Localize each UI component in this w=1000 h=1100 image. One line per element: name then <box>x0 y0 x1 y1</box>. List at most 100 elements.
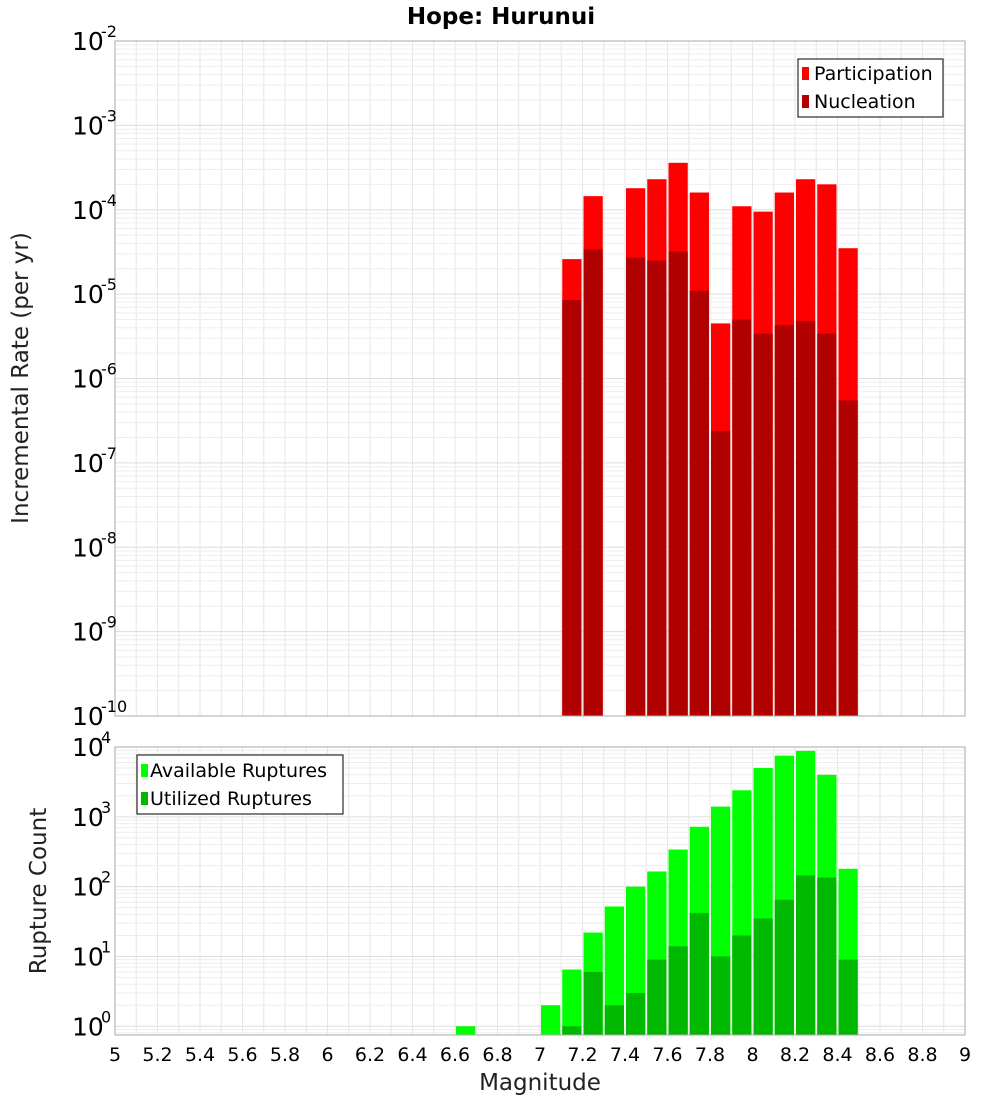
top-y-tick-exponent: -5 <box>101 275 117 294</box>
bottom-y-tick-label: 10 <box>72 1012 104 1041</box>
x-tick-label: 6.6 <box>440 1044 470 1066</box>
bottom-bar-series2 <box>689 912 709 1035</box>
x-tick-label: 6.2 <box>355 1044 385 1066</box>
x-tick-label: 8.4 <box>822 1044 852 1066</box>
bottom-bar-series2 <box>774 899 794 1035</box>
bottom-bar-series2 <box>817 877 837 1035</box>
x-tick-label: 7.4 <box>610 1044 640 1066</box>
top-y-axis-label: Incremental Rate (per yr) <box>8 232 34 524</box>
x-tick-label: 5.8 <box>270 1044 300 1066</box>
x-tick-label: 9 <box>959 1044 971 1066</box>
bottom-bar-series2 <box>668 946 688 1035</box>
top-bar-series2 <box>774 325 794 716</box>
bottom-y-tick-label: 10 <box>72 803 104 832</box>
top-y-tick-label: 10 <box>72 618 104 647</box>
top-bar-series2 <box>583 249 603 716</box>
bottom-y-tick-label: 10 <box>72 873 104 902</box>
legend-swatch-nucleation <box>802 95 809 108</box>
x-tick-label: 5.6 <box>227 1044 257 1066</box>
bottom-bar-series2 <box>583 971 603 1035</box>
x-tick-label: 7.2 <box>567 1044 597 1066</box>
top-y-tick-exponent: -7 <box>101 444 117 463</box>
top-y-tick-label: 10 <box>72 280 104 309</box>
legend-swatch-utilized <box>141 792 148 805</box>
bottom-bar-series1 <box>562 969 582 1035</box>
bottom-bar-series2 <box>711 956 731 1035</box>
top-y-tick-label: 10 <box>72 365 104 394</box>
top-bar-series2 <box>668 251 688 716</box>
top-y-tick-exponent: -3 <box>101 106 117 125</box>
top-bar-series2 <box>626 257 646 716</box>
legend-label-participation: Participation <box>814 63 933 85</box>
top-bar-series2 <box>753 333 773 716</box>
top-y-tick-label: 10 <box>72 111 104 140</box>
bottom-y-tick-label: 10 <box>72 733 104 762</box>
top-legend-box <box>797 58 944 118</box>
bottom-y-tick-exponent: 2 <box>101 868 111 887</box>
top-y-tick-exponent: -10 <box>101 697 127 716</box>
bottom-bar-series1 <box>456 1026 476 1035</box>
bottom-y-tick-exponent: 0 <box>101 1007 111 1026</box>
chart-title: Hope: Hurunui <box>407 4 595 30</box>
bottom-bar-series2 <box>838 959 858 1035</box>
x-tick-label: 5 <box>109 1044 121 1066</box>
top-bar-series2 <box>562 300 582 716</box>
legend-label-utilized: Utilized Ruptures <box>150 788 312 810</box>
x-tick-label: 8.2 <box>780 1044 810 1066</box>
top-bar-series2 <box>711 430 731 716</box>
bottom-bar-series2 <box>626 992 646 1035</box>
bottom-legend: Available Ruptures Utilized Ruptures <box>136 754 344 815</box>
x-tick-label: 7.6 <box>652 1044 682 1066</box>
top-y-tick-exponent: -4 <box>101 191 117 210</box>
top-y-tick-exponent: -2 <box>101 22 117 41</box>
bottom-x-ticks: 5 5.2 5.4 5.6 5.8 6 6.2 6.4 6.6 6.8 7 7.2 7.4 7.6 7.8 8… <box>109 1044 971 1066</box>
bottom-bars <box>456 750 858 1035</box>
top-y-tick-exponent: -9 <box>101 613 117 632</box>
top-plot-border <box>114 40 966 717</box>
top-y-tick-label: 10 <box>72 27 104 56</box>
top-bars <box>562 162 858 717</box>
x-tick-label: 8.8 <box>907 1044 937 1066</box>
bottom-y-tick-label: 10 <box>72 942 104 971</box>
bottom-bar-series2 <box>604 1005 624 1035</box>
bottom-y-tick-exponent: 3 <box>101 798 111 817</box>
top-bar-series2 <box>796 321 816 716</box>
top-y-tick-label: 10 <box>72 702 104 731</box>
top-legend: Participation Nucleation <box>797 58 944 118</box>
x-tick-label: 6.4 <box>397 1044 427 1066</box>
x-tick-label: 8.6 <box>865 1044 895 1066</box>
legend-swatch-participation <box>802 67 809 80</box>
bottom-bar-series1 <box>604 906 624 1035</box>
bottom-bar-series1 <box>541 1005 561 1035</box>
legend-label-nucleation: Nucleation <box>814 91 916 113</box>
top-bar-series2 <box>647 260 667 716</box>
top-bar-series2 <box>817 333 837 716</box>
x-tick-label: 7 <box>534 1044 546 1066</box>
top-y-tick-exponent: -6 <box>101 360 117 379</box>
bottom-bar-series2 <box>753 918 773 1035</box>
top-y-tick-label: 10 <box>72 533 104 562</box>
top-bar-series2 <box>732 319 752 716</box>
x-tick-label: 5.4 <box>185 1044 215 1066</box>
bottom-legend-box <box>136 754 344 815</box>
bottom-y-tick-exponent: 1 <box>101 937 111 956</box>
x-axis-label: Magnitude <box>479 1070 601 1096</box>
x-tick-label: 5.2 <box>142 1044 172 1066</box>
x-tick-label: 6.8 <box>482 1044 512 1066</box>
legend-swatch-available <box>141 764 148 777</box>
top-y-tick-label: 10 <box>72 449 104 478</box>
bottom-plot-border <box>114 746 966 1036</box>
x-tick-label: 7.8 <box>695 1044 725 1066</box>
bottom-bar-series2 <box>796 875 816 1035</box>
top-bar-series2 <box>689 290 709 716</box>
bottom-bar-series2 <box>562 1026 582 1035</box>
bottom-y-tick-exponent: 4 <box>101 728 111 747</box>
bottom-y-axis-label: Rupture Count <box>26 808 52 974</box>
x-tick-label: 6 <box>321 1044 333 1066</box>
top-y-tick-label: 10 <box>72 196 104 225</box>
x-tick-label: 8 <box>746 1044 758 1066</box>
